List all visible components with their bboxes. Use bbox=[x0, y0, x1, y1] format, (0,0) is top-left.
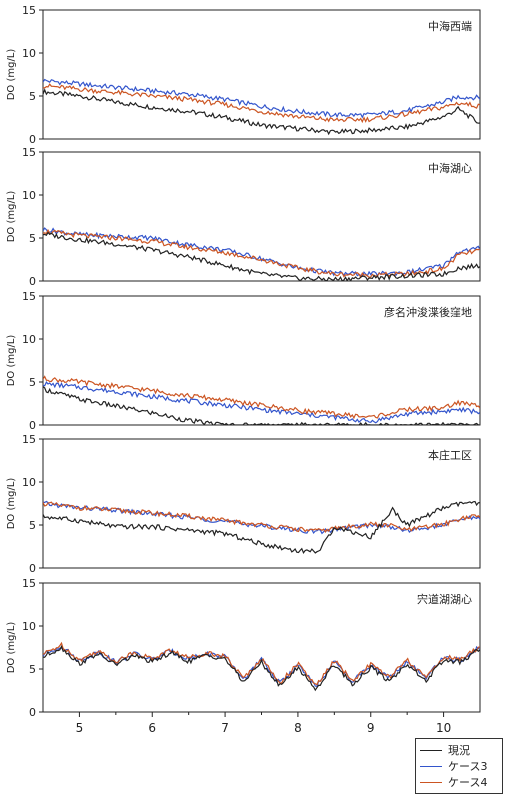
series-line-genkyo bbox=[43, 500, 480, 555]
panel-title: 中海西端 bbox=[428, 19, 472, 33]
x-tick-label: 7 bbox=[221, 721, 229, 735]
y-tick-label: 5 bbox=[29, 376, 36, 389]
y-axis-label: DO (mg/L) bbox=[6, 191, 17, 243]
y-tick-label: 15 bbox=[22, 4, 36, 17]
legend-label-case3: ケース3 bbox=[448, 760, 488, 773]
x-tick-label: 8 bbox=[294, 721, 302, 735]
series-line-case3 bbox=[43, 227, 480, 277]
y-tick-label: 0 bbox=[29, 419, 36, 432]
series-line-genkyo bbox=[43, 231, 480, 281]
legend-label-case4: ケース4 bbox=[448, 776, 488, 789]
series-line-case4 bbox=[43, 83, 480, 124]
y-tick-label: 5 bbox=[29, 663, 36, 676]
panel-title: 宍道湖湖心 bbox=[417, 592, 472, 606]
legend: 現況 ケース3 ケース4 bbox=[415, 738, 503, 794]
series-line-case4 bbox=[43, 228, 480, 279]
y-axis-label: DO (mg/L) bbox=[6, 49, 17, 101]
y-tick-label: 0 bbox=[29, 133, 36, 146]
y-tick-label: 5 bbox=[29, 232, 36, 245]
y-tick-label: 10 bbox=[22, 333, 36, 346]
y-tick-label: 0 bbox=[29, 275, 36, 288]
y-tick-label: 5 bbox=[29, 519, 36, 532]
y-tick-label: 15 bbox=[22, 433, 36, 446]
panel-frame-3 bbox=[42, 295, 481, 426]
y-tick-label: 0 bbox=[29, 562, 36, 575]
y-axis-label: DO (mg/L) bbox=[6, 478, 17, 530]
legend-swatch-case4 bbox=[420, 781, 442, 783]
series-line-case4 bbox=[43, 375, 480, 420]
panel-title: 中海湖心 bbox=[428, 161, 472, 175]
series-line-case3 bbox=[43, 380, 480, 424]
y-tick-label: 10 bbox=[22, 189, 36, 202]
x-tick-label: 6 bbox=[148, 721, 156, 735]
y-tick-label: 10 bbox=[22, 620, 36, 633]
y-axis-label: DO (mg/L) bbox=[6, 622, 17, 674]
y-axis-label: DO (mg/L) bbox=[6, 335, 17, 387]
y-tick-label: 5 bbox=[29, 90, 36, 103]
panel-frame-1 bbox=[42, 9, 481, 140]
series-line-case3 bbox=[43, 645, 480, 687]
y-tick-label: 15 bbox=[22, 577, 36, 590]
x-tick-label: 9 bbox=[367, 721, 375, 735]
y-tick-label: 15 bbox=[22, 290, 36, 303]
panel-frame-2 bbox=[42, 151, 481, 282]
legend-item-case4: ケース4 bbox=[420, 774, 498, 790]
series-line-case4 bbox=[43, 641, 480, 686]
legend-swatch-case3 bbox=[420, 765, 442, 767]
series-line-case4 bbox=[43, 501, 480, 533]
y-tick-label: 10 bbox=[22, 476, 36, 489]
legend-label-genkyo: 現況 bbox=[448, 744, 470, 757]
series-line-genkyo bbox=[43, 88, 480, 136]
x-tick-label: 10 bbox=[436, 721, 451, 735]
panel-frame-4 bbox=[42, 438, 481, 569]
legend-item-case3: ケース3 bbox=[420, 758, 498, 774]
x-tick-label: 5 bbox=[76, 721, 84, 735]
series-line-case3 bbox=[43, 500, 480, 535]
panel-frame-5 bbox=[42, 582, 481, 713]
series-line-case3 bbox=[43, 78, 480, 119]
y-tick-label: 15 bbox=[22, 146, 36, 159]
legend-item-genkyo: 現況 bbox=[420, 742, 498, 758]
series-line-genkyo bbox=[43, 386, 480, 425]
panel-title: 本庄工区 bbox=[428, 448, 472, 462]
y-tick-label: 10 bbox=[22, 47, 36, 60]
y-tick-label: 0 bbox=[29, 706, 36, 719]
series-line-genkyo bbox=[43, 644, 480, 692]
legend-swatch-genkyo bbox=[420, 749, 442, 751]
panel-title: 彦名沖浚渫後窪地 bbox=[384, 305, 472, 319]
